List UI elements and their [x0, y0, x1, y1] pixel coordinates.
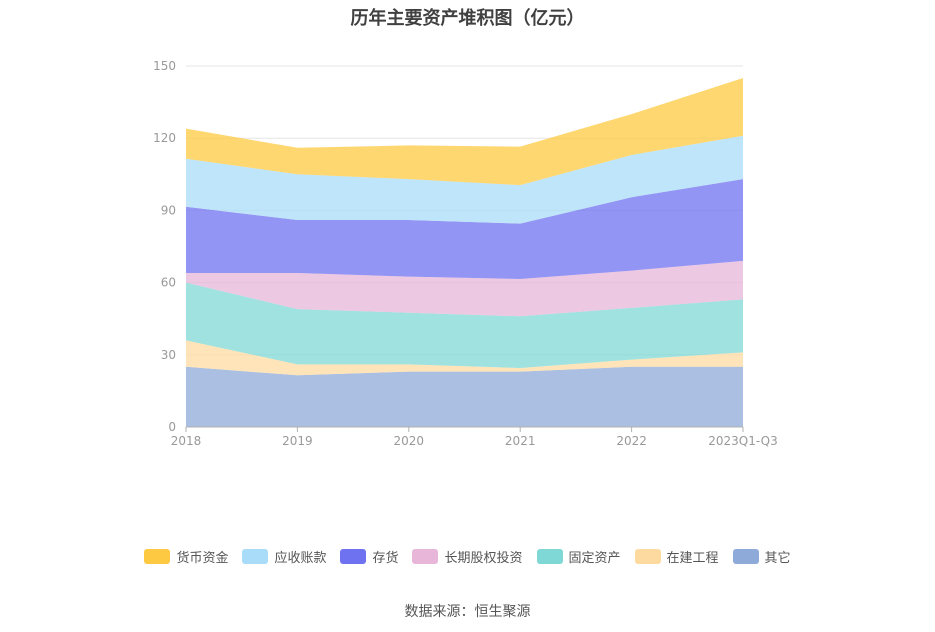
legend-label: 应收账款: [274, 551, 327, 566]
area-固定资产: [186, 282, 743, 368]
y-tick-label: 90: [161, 203, 176, 217]
data-source: 数据来源：恒生聚源: [404, 604, 531, 620]
legend-label: 固定资产: [568, 551, 621, 566]
legend-item[interactable]: 在建工程: [634, 547, 719, 566]
legend-item[interactable]: 存货: [340, 547, 398, 566]
area-长期股权投资: [186, 260, 743, 317]
area-在建工程: [186, 340, 743, 376]
area-其它: [186, 366, 743, 427]
legend-swatch: [634, 549, 661, 564]
x-tick-label: 2020: [394, 434, 425, 448]
legend-label: 长期股权投资: [444, 551, 523, 566]
x-tick-label: 2018: [171, 434, 202, 448]
x-tick-label: 2019: [282, 434, 313, 448]
chart-title: 历年主要资产堆积图（亿元）: [350, 8, 585, 29]
area-应收账款: [186, 135, 743, 224]
legend-label: 货币资金: [176, 551, 229, 566]
legend-item[interactable]: 长期股权投资: [412, 547, 523, 566]
y-tick-label: 120: [153, 131, 176, 145]
x-tick-label: 2021: [505, 434, 536, 448]
y-tick-label: 150: [153, 59, 176, 73]
legend-swatch: [242, 549, 269, 564]
legend-item[interactable]: 货币资金: [144, 547, 228, 566]
legend: 货币资金 应收账款 存货 长期股权投资 固定资产 在建工程 其它: [0, 547, 935, 566]
axes: 0 30 60 90 120 150 2018 2019 2020 2021 2022 2023Q1-…: [153, 59, 778, 448]
area-货币资金: [186, 78, 743, 186]
legend-swatch: [144, 549, 171, 564]
legend-label: 存货: [372, 551, 399, 566]
y-tick-label: 30: [161, 348, 176, 362]
legend-swatch: [536, 549, 563, 564]
area-存货: [186, 179, 743, 279]
legend-item[interactable]: 固定资产: [536, 547, 621, 566]
legend-item[interactable]: 其它: [732, 547, 791, 566]
x-tick-label: 2022: [616, 434, 647, 448]
legend-swatch: [340, 549, 367, 564]
x-tick-label: 2023Q1-Q3: [708, 434, 777, 448]
area-series: [186, 78, 743, 427]
legend-swatch: [412, 549, 439, 564]
legend-item[interactable]: 应收账款: [242, 547, 326, 566]
legend-swatch: [732, 549, 759, 564]
legend-label: 其它: [764, 551, 791, 566]
y-tick-label: 0: [168, 420, 176, 434]
y-tick-label: 60: [161, 276, 176, 290]
legend-label: 在建工程: [666, 551, 719, 566]
